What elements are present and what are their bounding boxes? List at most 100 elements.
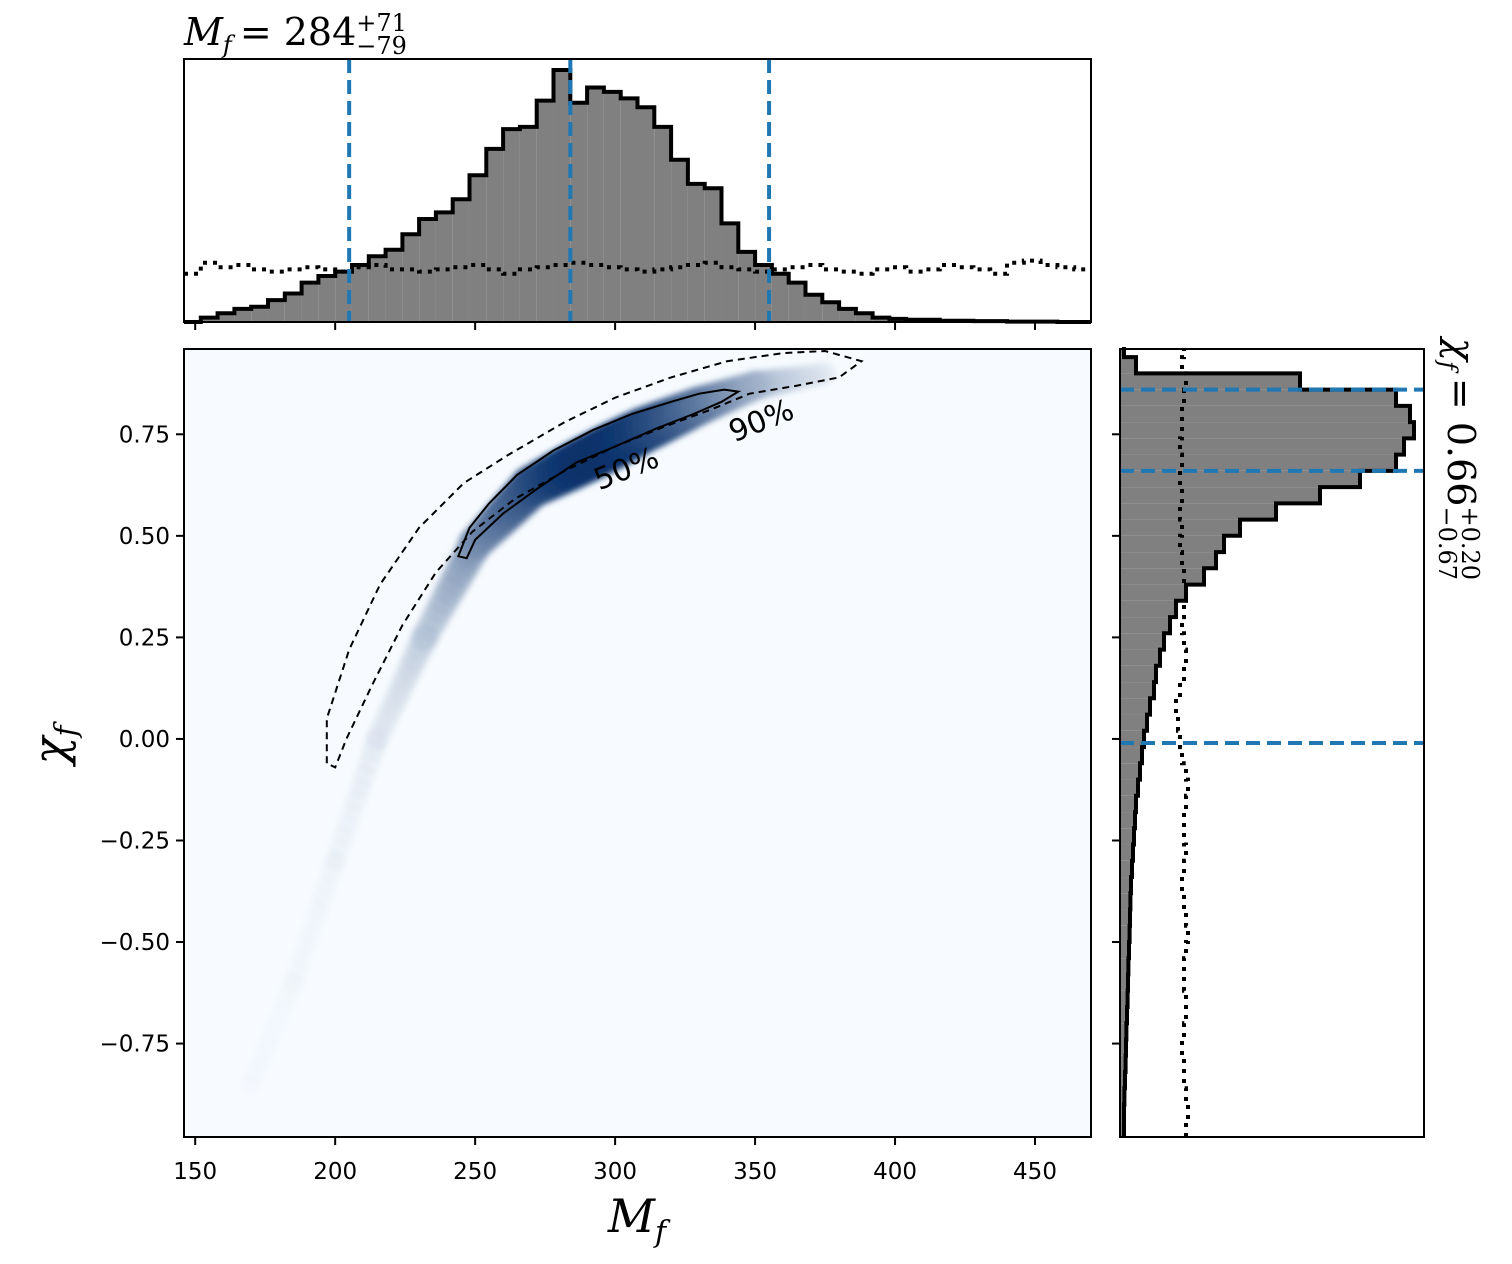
- right-y-ticks: [1112, 433, 1120, 1045]
- top-bar: [536, 100, 554, 323]
- top-bar: [402, 234, 420, 322]
- top-bar: [637, 107, 655, 322]
- x-tick-label: 300: [593, 1159, 637, 1185]
- top-bar: [385, 249, 403, 322]
- right-bar: [1120, 438, 1404, 455]
- x-tick-label: 250: [453, 1159, 497, 1185]
- right-bar: [1120, 1039, 1126, 1056]
- right-bar: [1120, 503, 1276, 520]
- top-bar: [251, 306, 268, 322]
- right-bar: [1120, 600, 1176, 618]
- x-tick-label: 350: [733, 1159, 777, 1185]
- y-axis-label: χf: [23, 721, 84, 768]
- right-prior-outline: [1174, 349, 1190, 1137]
- right-title: χf = 0.66+0.20−0.67: [1433, 335, 1484, 580]
- top-bar: [335, 271, 352, 322]
- top-bar: [452, 199, 470, 322]
- joint-panel: 150 200 250 300 350 400 450 0.75 0.50 0.25 0.00 −0…: [100, 348, 1092, 1185]
- top-bar: [788, 282, 806, 322]
- top-bar: [318, 275, 336, 322]
- top-bar: [839, 308, 856, 322]
- right-bar: [1120, 795, 1136, 813]
- x-axis-label-sub: f: [653, 1215, 671, 1250]
- right-bar: [1120, 844, 1133, 861]
- right-title-value: = 0.66: [1439, 378, 1483, 507]
- top-bar: [267, 300, 285, 322]
- right-marginal-panel: [1112, 347, 1425, 1138]
- top-bar: [855, 313, 873, 322]
- right-bar: [1120, 909, 1130, 926]
- right-bar: [1120, 974, 1128, 991]
- right-bar: [1120, 763, 1140, 780]
- top-bar: [469, 175, 487, 322]
- right-bar: [1120, 860, 1132, 878]
- top-title-sub: f: [221, 31, 236, 59]
- joint-y-ticks: 0.75 0.50 0.25 0.00 −0.25 −0.50 −0.75: [100, 422, 184, 1058]
- x-tick-label: 200: [313, 1159, 357, 1185]
- right-histogram-outline: [1122, 347, 1416, 1137]
- top-bar: [570, 102, 588, 322]
- right-bar: [1120, 828, 1134, 845]
- top-bar: [301, 282, 319, 322]
- right-bar: [1120, 633, 1164, 650]
- top-bar: [721, 223, 739, 322]
- top-bar: [620, 98, 638, 322]
- right-bar: [1120, 389, 1396, 406]
- right-title-symbol: χ: [1439, 335, 1483, 363]
- right-title-sup: +0.20: [1456, 506, 1484, 580]
- right-bar: [1120, 925, 1130, 943]
- right-bar: [1120, 470, 1360, 488]
- right-bar: [1120, 535, 1224, 553]
- top-interval-lines: [347, 59, 772, 322]
- y-axis-label-sub: f: [49, 721, 84, 739]
- top-frame: [183, 58, 1092, 323]
- right-bar: [1120, 665, 1156, 683]
- top-x-ticks: [194, 322, 1037, 330]
- right-bar: [1120, 373, 1300, 390]
- contour-50: [456, 388, 742, 560]
- right-bar: [1120, 1088, 1125, 1105]
- x-tick-label: 450: [1013, 1159, 1057, 1185]
- top-title: Mf = 284+71 −79: [183, 9, 407, 60]
- right-bar: [1120, 422, 1414, 439]
- x-axis-label-symbol: M: [607, 1189, 657, 1243]
- y-tick-label: 0.00: [119, 727, 170, 753]
- right-bar: [1120, 990, 1128, 1008]
- right-bar: [1120, 552, 1216, 569]
- top-bar: [771, 273, 789, 322]
- top-bar: [738, 251, 756, 322]
- heatmap-background: [184, 349, 1091, 1137]
- joint-x-ticks: 150 200 250 300 350 400 450: [173, 1137, 1057, 1185]
- top-bar: [687, 183, 705, 322]
- top-bar: [234, 308, 252, 322]
- top-bar: [351, 265, 369, 322]
- right-bar: [1120, 617, 1170, 634]
- x-tick-label: 150: [173, 1159, 217, 1185]
- density-cell: [813, 361, 837, 386]
- contour-90: [325, 349, 864, 769]
- right-bar: [1120, 682, 1154, 699]
- credible-contours: [325, 349, 864, 769]
- right-bar: [1120, 1072, 1125, 1089]
- right-bar: [1120, 1007, 1127, 1024]
- right-title-sub: f: [1434, 359, 1462, 374]
- top-bar: [284, 293, 302, 322]
- top-bar: [486, 148, 504, 322]
- joint-frame: [183, 348, 1092, 1138]
- top-bar: [872, 317, 890, 322]
- top-bar: [419, 218, 436, 322]
- right-bar: [1120, 1023, 1127, 1040]
- top-title-low: −79: [356, 32, 407, 60]
- x-axis-label: Mf: [607, 1189, 671, 1250]
- top-histogram-outline: [184, 68, 1091, 324]
- top-prior-outline: [184, 258, 1091, 276]
- top-bar: [200, 317, 218, 322]
- top-bar: [603, 91, 621, 322]
- top-title-symbol: M: [183, 10, 224, 54]
- y-tick-label: 0.75: [119, 422, 170, 448]
- right-frame: [1119, 348, 1425, 1138]
- top-bar: [587, 87, 604, 322]
- y-tick-label: −0.50: [100, 930, 170, 956]
- right-bar: [1120, 568, 1204, 585]
